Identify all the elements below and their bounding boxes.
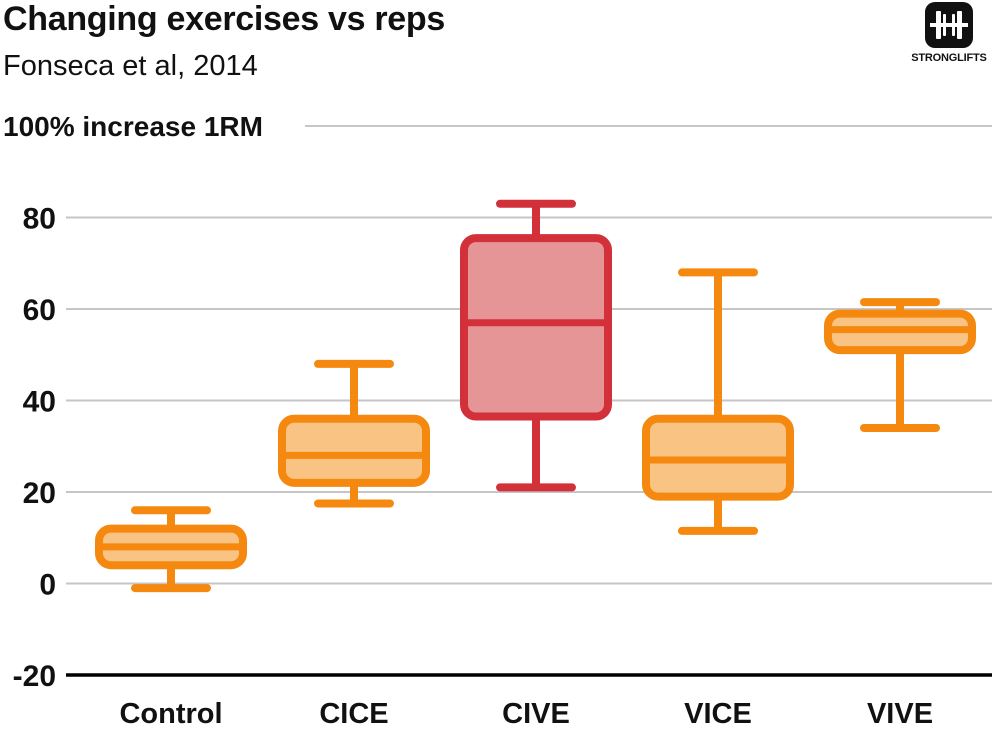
box-cive [460,199,612,492]
x-tick-label: VICE [684,698,752,730]
box-cice [278,359,430,508]
y-tick-label: -20 [13,660,56,693]
box-vice [642,268,794,535]
y-axis-label: 100% increase 1RM [3,111,263,142]
grid-lines [66,125,992,585]
barbell-icon [925,2,973,48]
brand-logo: STRONGLIFTS [905,0,992,70]
labels: 100% increase 1RM -20 0 20 40 60 80 Control CICE… [3,111,933,730]
y-tick-label: 40 [23,386,56,419]
boxes [95,199,976,593]
iqr-box [460,234,612,421]
iqr-box [278,414,430,487]
x-tick-label: Control [119,698,222,730]
box-vive [824,298,976,432]
brand-name: STRONGLIFTS [911,52,987,64]
x-tick-label: CIVE [502,698,570,730]
x-tick-label: VIVE [867,698,933,730]
x-tick-label: CICE [319,698,388,730]
box-control [95,506,247,593]
y-tick-label: 20 [23,477,56,510]
y-tick-label: 60 [23,294,56,327]
chart-subtitle: Fonseca et al, 2014 [3,50,258,82]
chart-title: Changing exercises vs reps [3,0,445,38]
y-tick-label: 0 [39,569,56,602]
y-tick-label: 80 [23,203,56,236]
